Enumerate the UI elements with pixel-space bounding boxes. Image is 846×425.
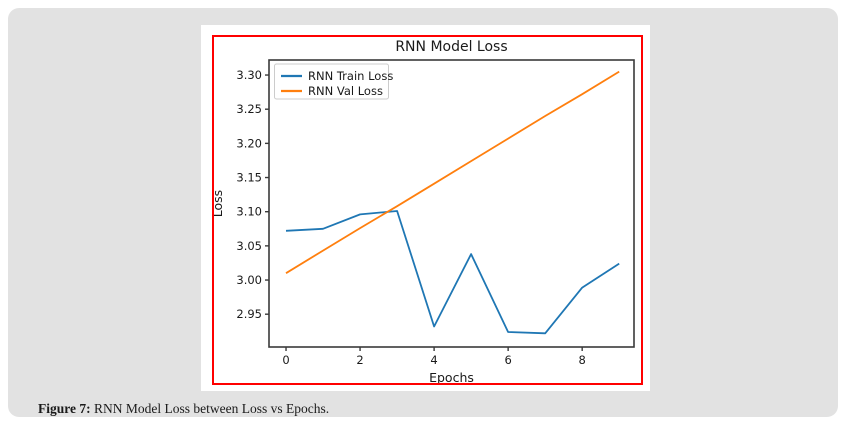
- svg-text:RNN Model Loss: RNN Model Loss: [395, 39, 507, 55]
- figure-caption-text: RNN Model Loss between Loss vs Epochs.: [90, 401, 330, 416]
- figure-image: 2.95 3.00 3.05 3.10 3.15 3.20 3.25 3.30 0 2 4 6 8 RNN…: [201, 25, 650, 391]
- svg-text:4: 4: [430, 353, 437, 367]
- svg-text:8: 8: [579, 353, 586, 367]
- figure-caption: Figure 7: RNN Model Loss between Loss vs…: [38, 401, 329, 417]
- svg-text:3.10: 3.10: [236, 205, 262, 219]
- figure-border: [212, 35, 643, 385]
- svg-text:2: 2: [356, 353, 363, 367]
- figure-caption-label: Figure 7:: [38, 401, 91, 416]
- svg-text:3.00: 3.00: [236, 273, 262, 287]
- svg-text:3.15: 3.15: [236, 171, 262, 185]
- svg-text:Epochs: Epochs: [429, 370, 474, 385]
- svg-text:2.95: 2.95: [236, 307, 262, 321]
- svg-text:3.05: 3.05: [236, 239, 262, 253]
- svg-text:RNN Val Loss: RNN Val Loss: [308, 84, 383, 98]
- page-panel: 2.95 3.00 3.05 3.10 3.15 3.20 3.25 3.30 0 2 4 6 8 RNN…: [8, 8, 838, 417]
- svg-text:3.30: 3.30: [236, 68, 262, 82]
- svg-text:6: 6: [504, 353, 511, 367]
- svg-text:3.20: 3.20: [236, 136, 262, 150]
- svg-text:0: 0: [282, 353, 289, 367]
- svg-text:3.25: 3.25: [236, 102, 262, 116]
- loss-chart: 2.95 3.00 3.05 3.10 3.15 3.20 3.25 3.30 0 2 4 6 8 RNN…: [210, 39, 635, 385]
- svg-text:RNN Train Loss: RNN Train Loss: [308, 69, 393, 83]
